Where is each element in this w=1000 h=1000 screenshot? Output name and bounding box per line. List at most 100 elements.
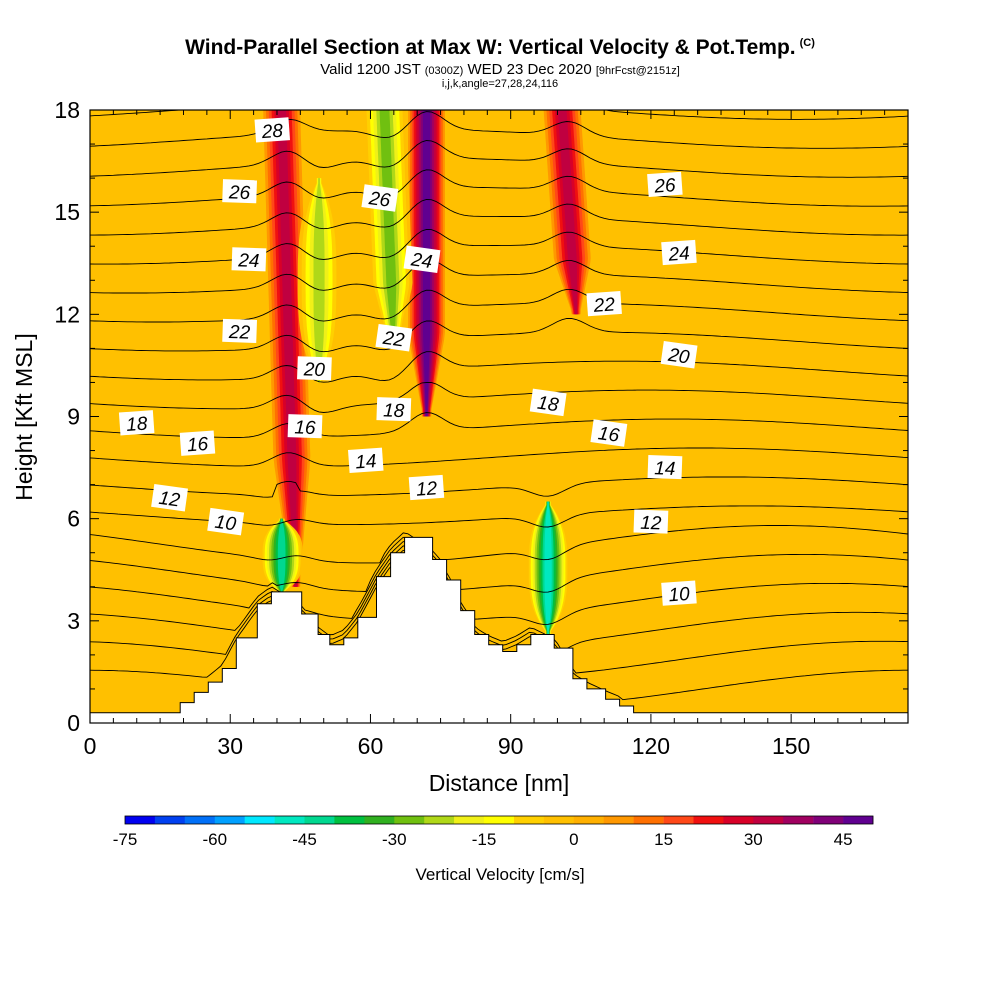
contour-label-box <box>375 323 413 352</box>
contour-label-text: 18 <box>126 414 149 436</box>
velocity-band <box>277 110 297 587</box>
colorbar-swatch <box>154 816 186 824</box>
theta-contour <box>90 199 908 236</box>
contour-label-text: 26 <box>228 182 251 204</box>
velocity-band <box>557 110 578 315</box>
theta-contour <box>90 536 908 593</box>
contour-label-box <box>403 245 441 274</box>
colorbar-swatch <box>484 816 515 824</box>
colorbar-swatch <box>603 816 634 824</box>
x-tick-label: 30 <box>217 733 243 759</box>
colorbar-tick-label: 15 <box>654 830 673 849</box>
section-indices: i,j,k,angle=27,28,24,116 <box>441 78 559 90</box>
contour-label-text: 26 <box>653 175 677 198</box>
contour-label-text: 12 <box>157 488 181 512</box>
velocity-band <box>379 110 397 349</box>
y-tick-label: 12 <box>54 301 80 327</box>
contour-label-text: 16 <box>597 423 621 447</box>
theta-contour <box>90 541 908 625</box>
x-tick-label: 120 <box>632 733 670 759</box>
velocity-feature-3 <box>260 518 303 594</box>
colorbar-swatch <box>274 816 305 824</box>
y-tick-label: 15 <box>54 199 80 225</box>
contour-label-text: 22 <box>592 294 616 317</box>
valid-date: WED 23 Dec 2020 <box>467 61 592 78</box>
x-axis-label: Distance [nm] <box>429 770 570 796</box>
colorbar-swatch <box>244 816 275 824</box>
chart-subtitle: Valid 1200 JST (0300Z) WED 23 Dec 2020 [… <box>0 61 1000 78</box>
contour-label-24: 24 <box>231 247 267 272</box>
colorbar-swatch <box>753 816 784 824</box>
contour-label-text: 12 <box>640 513 662 535</box>
contour-label-26: 26 <box>647 171 683 198</box>
velocity-feature-2 <box>543 110 591 315</box>
x-tick-label: 0 <box>84 733 97 759</box>
contour-label-box <box>151 483 189 512</box>
contour-label-22: 22 <box>222 318 258 344</box>
contour-label-box <box>408 474 445 501</box>
contour-label-box <box>179 430 216 456</box>
theta-contour <box>90 317 908 353</box>
contour-label-box <box>254 117 291 143</box>
contour-label-text: 16 <box>186 434 209 456</box>
colorbar-swatch <box>454 816 485 824</box>
velocity-band <box>544 501 552 635</box>
colorbar-swatch <box>334 816 365 824</box>
contour-labels: 28 26 26 26 24 24 24 22 22 22 20 20 18 18 18 16 16 16 14 14… <box>118 117 698 606</box>
contour-label-box <box>376 397 412 422</box>
theta-contour <box>90 412 908 438</box>
colorbar-swatch <box>514 816 545 824</box>
contour-label-text: 20 <box>666 345 691 369</box>
colorbar-tick-label: 45 <box>834 830 853 849</box>
copyright-mark: (C) <box>799 37 815 49</box>
contour-label-12: 12 <box>633 509 669 535</box>
theta-contour <box>90 447 908 467</box>
colorbar-swatch <box>424 816 455 824</box>
colorbar-swatch <box>633 816 664 824</box>
colorbar-tick-label: -30 <box>382 830 407 849</box>
contour-label-24: 24 <box>661 239 697 266</box>
contour-label-box <box>222 179 258 204</box>
colorbar-label: Vertical Velocity [cm/s] <box>415 865 584 884</box>
theta-contour <box>90 111 908 149</box>
y-tick-label: 9 <box>67 404 80 430</box>
contour-label-box <box>647 455 683 480</box>
contour-label-text: 16 <box>294 417 316 439</box>
colorbar-swatch <box>394 816 425 824</box>
theta-contour <box>90 140 908 178</box>
colorbar-swatch <box>813 816 844 824</box>
velocity-feature-5 <box>363 110 413 349</box>
colorbar-swatch <box>663 816 694 824</box>
colorbar-tick-label: -60 <box>203 830 228 849</box>
velocity-feature-4 <box>297 178 341 383</box>
x-tick-label: 90 <box>498 733 524 759</box>
contour-label-box <box>297 356 332 381</box>
colorbar-swatch <box>843 816 874 824</box>
contour-label-22: 22 <box>375 323 413 352</box>
terrain <box>90 536 908 723</box>
contour-label-box <box>590 419 628 447</box>
theta-contours <box>90 110 908 701</box>
contour-label-14: 14 <box>647 455 683 480</box>
colorbar-tick-label: 0 <box>569 830 578 849</box>
theta-contour <box>90 476 908 498</box>
contour-label-18: 18 <box>118 410 155 436</box>
colorbar-swatch <box>214 816 245 824</box>
contour-label-text: 22 <box>228 322 251 344</box>
colorbar-swatch <box>184 816 215 824</box>
colorbar-swatch <box>573 816 604 824</box>
colorbar-swatch <box>364 816 395 824</box>
velocity-band <box>313 178 325 383</box>
contour-label-26: 26 <box>361 184 399 212</box>
contour-label-text: 18 <box>536 393 560 417</box>
contour-label-box <box>661 239 697 266</box>
contour-label-text: 24 <box>409 249 434 273</box>
colorbar-frame <box>124 815 874 825</box>
colorbar: -75 -60 -45 -30 -15 0 15 30 45 <box>113 815 874 849</box>
colorbar-tick-label: -45 <box>292 830 317 849</box>
contour-label-24: 24 <box>403 245 441 274</box>
contour-label-box <box>361 184 399 212</box>
theta-contour <box>90 525 908 564</box>
y-axis-label: Height [Kft MSL] <box>11 333 37 500</box>
chart-title: Wind-Parallel Section at Max W: Vertical… <box>185 36 815 59</box>
